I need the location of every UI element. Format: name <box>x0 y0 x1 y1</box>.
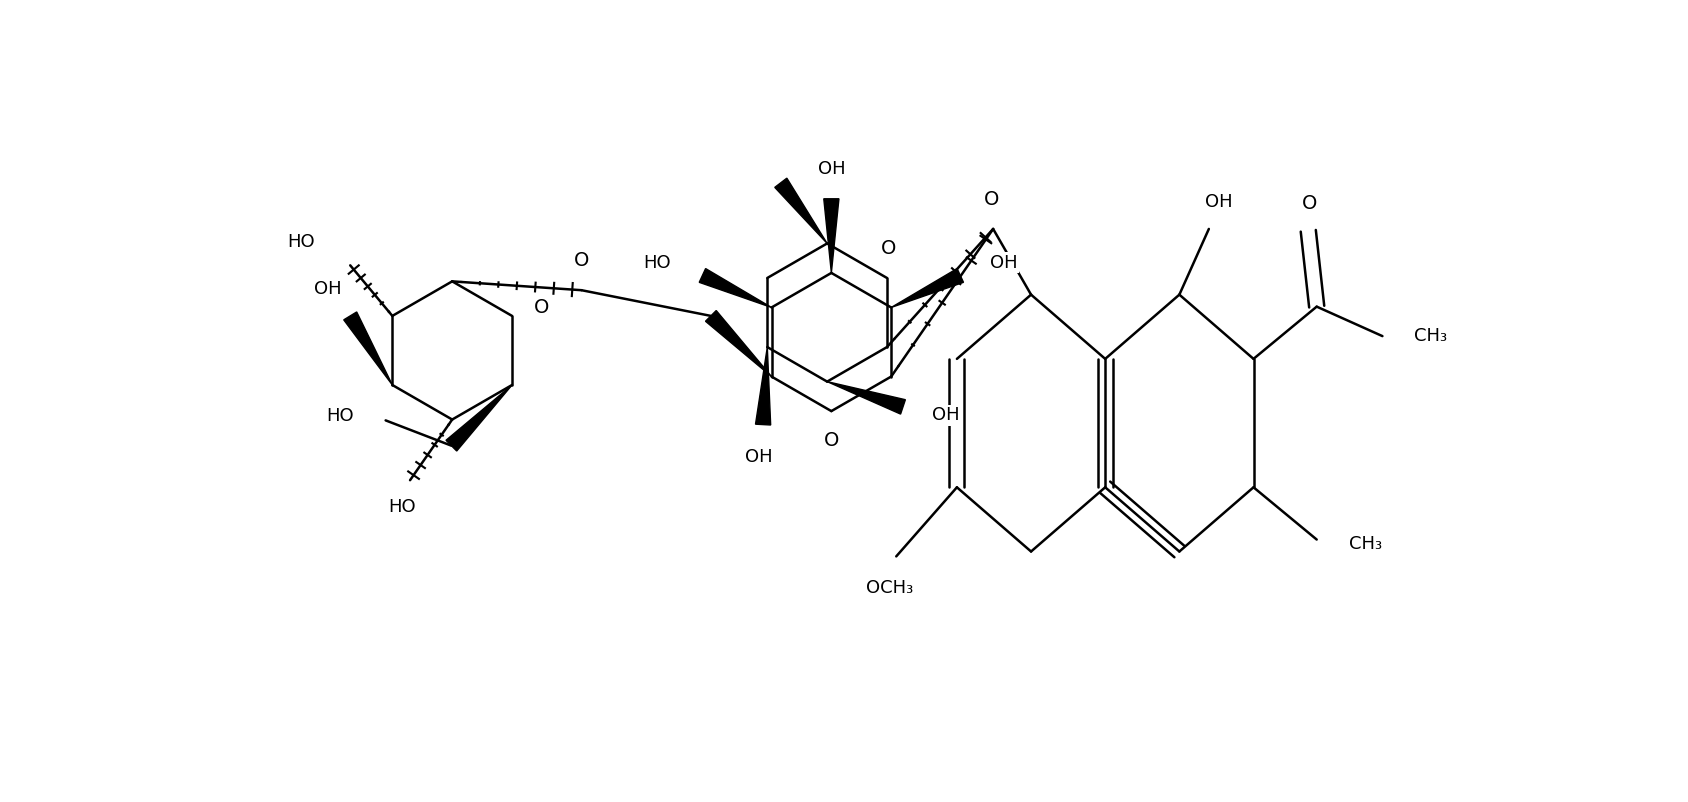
Text: HO: HO <box>643 253 670 272</box>
Polygon shape <box>344 312 392 385</box>
Polygon shape <box>824 199 839 273</box>
Polygon shape <box>446 385 511 451</box>
Text: OH: OH <box>989 253 1018 272</box>
Text: O: O <box>533 298 549 317</box>
Text: HO: HO <box>287 233 316 251</box>
Text: O: O <box>824 431 839 450</box>
Text: O: O <box>1301 194 1318 213</box>
Polygon shape <box>756 347 771 425</box>
Text: CH₃: CH₃ <box>1415 327 1448 345</box>
Polygon shape <box>699 269 771 307</box>
Polygon shape <box>706 310 771 377</box>
Text: OH: OH <box>932 407 960 424</box>
Text: OH: OH <box>744 448 773 466</box>
Polygon shape <box>827 382 905 414</box>
Text: CH₃: CH₃ <box>1349 535 1382 553</box>
Text: O: O <box>881 239 896 258</box>
Text: O: O <box>574 251 589 270</box>
Text: OH: OH <box>817 160 846 178</box>
Text: HO: HO <box>326 407 353 425</box>
Text: OH: OH <box>1205 193 1232 211</box>
Text: OCH₃: OCH₃ <box>866 579 913 597</box>
Text: O: O <box>984 190 999 209</box>
Polygon shape <box>891 269 964 307</box>
Text: OH: OH <box>314 280 341 298</box>
Polygon shape <box>775 178 827 244</box>
Text: HO: HO <box>388 498 415 516</box>
